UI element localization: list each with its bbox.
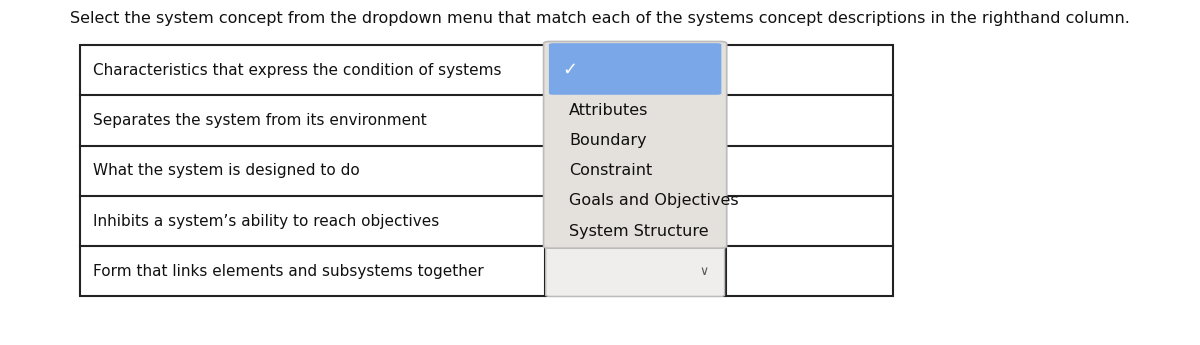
Text: System Structure: System Structure [569,224,709,239]
Text: Boundary: Boundary [569,133,647,148]
Text: Separates the system from its environment: Separates the system from its environmen… [94,113,427,128]
Text: What the system is designed to do: What the system is designed to do [94,163,360,178]
FancyBboxPatch shape [546,246,725,296]
Bar [80,45,893,296]
Text: Characteristics that express the condition of systems: Characteristics that express the conditi… [94,63,502,78]
Text: Constraint: Constraint [569,163,653,178]
Text: Goals and Objectives: Goals and Objectives [569,194,739,208]
Text: ∨: ∨ [700,265,709,278]
Text: Attributes: Attributes [569,103,648,118]
Text: Form that links elements and subsystems together: Form that links elements and subsystems … [94,264,484,279]
FancyBboxPatch shape [548,43,721,95]
Text: Select the system concept from the dropdown menu that match each of the systems : Select the system concept from the dropd… [70,11,1130,26]
Text: Inhibits a system’s ability to reach objectives: Inhibits a system’s ability to reach obj… [94,214,439,228]
FancyBboxPatch shape [544,41,727,248]
Text: ✓: ✓ [563,61,578,79]
